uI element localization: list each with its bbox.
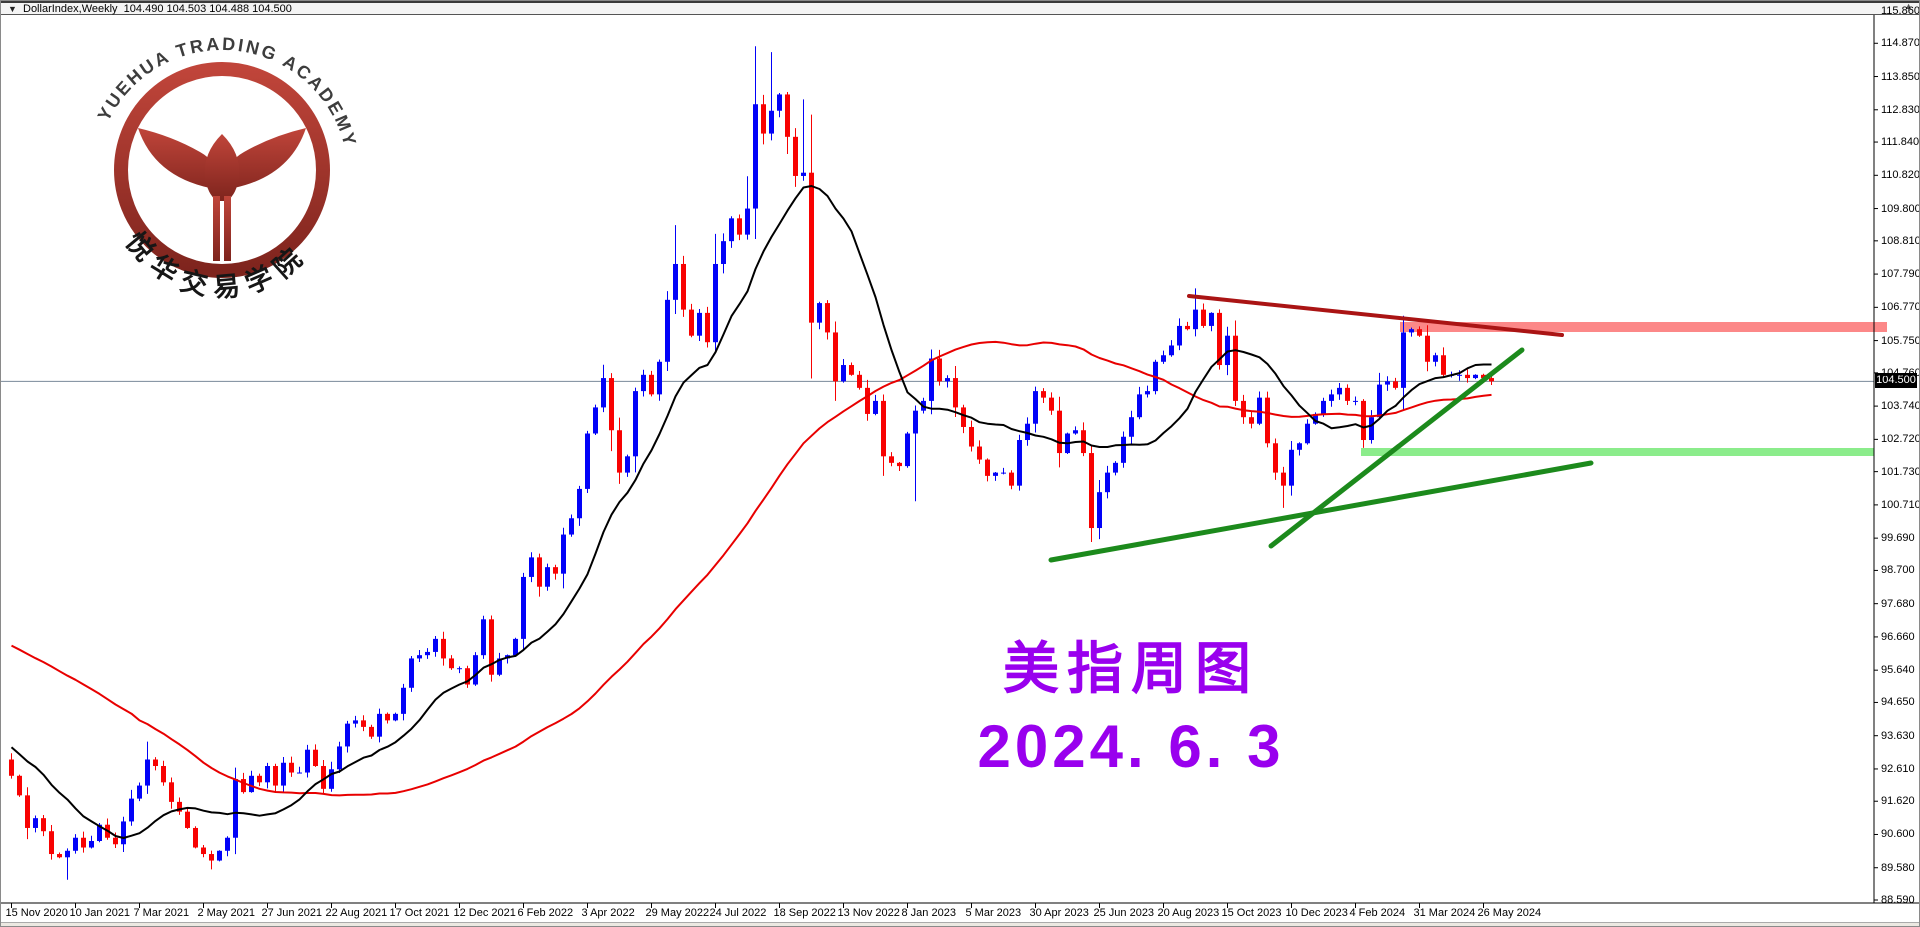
date-label: 8 Jan 2023: [901, 907, 956, 919]
date-label: 12 Dec 2021: [453, 907, 516, 919]
window-bottom-edge: [1, 922, 1919, 926]
candlestick-chart-canvas[interactable]: [1, 15, 1920, 927]
price-label: 89.580: [1881, 861, 1915, 874]
date-label: 7 Mar 2021: [133, 907, 190, 919]
symbol-info-bar: ▼ DollarIndex,Weekly 104.490 104.503 104…: [1, 1, 1919, 15]
axis-scroll-up-icon[interactable]: ▲: [1904, 1, 1913, 11]
date-label: 15 Oct 2023: [1221, 907, 1282, 919]
date-label: 3 Apr 2022: [581, 907, 635, 919]
date-label: 27 Jun 2021: [261, 907, 323, 919]
price-label: 107.790: [1881, 268, 1920, 281]
ma-fast-line: [10, 185, 1492, 839]
price-label: 91.620: [1881, 795, 1915, 808]
date-label: 15 Nov 2020: [5, 907, 68, 919]
date-label: 13 Nov 2022: [837, 907, 900, 919]
price-label: 112.830: [1881, 103, 1920, 116]
price-label: 113.850: [1881, 70, 1920, 83]
support-zone: [1361, 448, 1874, 456]
price-label: 109.800: [1881, 202, 1920, 215]
yuehua-logo: YUEHUA TRADING ACADEMY 悦华交易学院: [94, 34, 358, 303]
watermark: 美指周图 2024. 6. 3: [941, 637, 1321, 779]
price-label: 96.660: [1881, 630, 1915, 643]
date-label: 25 Jun 2023: [1093, 907, 1155, 919]
watermark-title: 美指周图: [1003, 637, 1259, 700]
resistance-zone: [1400, 322, 1887, 332]
date-label: 24 Jul 2022: [709, 907, 767, 919]
price-label: 97.680: [1881, 597, 1915, 610]
price-label: 114.870: [1881, 37, 1920, 50]
date-label: 2 May 2021: [197, 907, 255, 919]
date-label: 22 Aug 2021: [325, 907, 388, 919]
price-label: 101.730: [1881, 465, 1920, 478]
price-label: 92.610: [1881, 762, 1915, 775]
price-label: 102.720: [1881, 433, 1920, 446]
symbol-ohlc-text: DollarIndex,Weekly 104.490 104.503 104.4…: [23, 3, 292, 15]
support-trendline-shallow: [1048, 460, 1594, 563]
logo-ring: [114, 62, 330, 278]
resistance-trendline: [1187, 294, 1564, 337]
date-label: 4 Feb 2024: [1349, 907, 1406, 919]
price-label: 93.630: [1881, 729, 1915, 742]
symbol-dropdown-icon[interactable]: ▼: [8, 4, 17, 14]
price-label: 110.820: [1881, 169, 1920, 182]
date-label: 18 Sep 2022: [773, 907, 836, 919]
date-label: 5 Mar 2023: [965, 907, 1022, 919]
price-label: 105.750: [1881, 334, 1920, 347]
logo-tulip-icon: [138, 128, 306, 261]
date-label: 26 May 2024: [1477, 907, 1542, 919]
price-label: 98.700: [1881, 564, 1915, 577]
price-label: 90.600: [1881, 828, 1915, 841]
price-label: 95.640: [1881, 664, 1915, 677]
date-label: 30 Apr 2023: [1029, 907, 1089, 919]
date-label: 17 Oct 2021: [389, 907, 450, 919]
current-price-badge: 104.500: [1875, 373, 1917, 389]
date-label: 10 Dec 2023: [1285, 907, 1348, 919]
price-label: 106.770: [1881, 301, 1920, 314]
date-label: 20 Aug 2023: [1157, 907, 1220, 919]
price-label: 88.590: [1881, 894, 1915, 906]
date-label: 6 Feb 2022: [517, 907, 574, 919]
watermark-date: 2024. 6. 3: [977, 713, 1285, 780]
price-label: 100.710: [1881, 498, 1920, 511]
price-label: 99.690: [1881, 532, 1915, 545]
ma-slow-line: [11, 340, 1492, 797]
price-label: 111.840: [1881, 136, 1920, 149]
date-label: 31 Mar 2024: [1413, 907, 1476, 919]
candles: [9, 46, 1494, 880]
price-label: 104.760: [1881, 366, 1920, 379]
price-label: 115.860: [1881, 5, 1920, 17]
price-label: 94.650: [1881, 696, 1915, 709]
date-label: 29 May 2022: [645, 907, 710, 919]
date-label: 10 Jan 2021: [69, 907, 131, 919]
price-label: 108.810: [1881, 234, 1920, 247]
price-label: 103.740: [1881, 400, 1920, 413]
